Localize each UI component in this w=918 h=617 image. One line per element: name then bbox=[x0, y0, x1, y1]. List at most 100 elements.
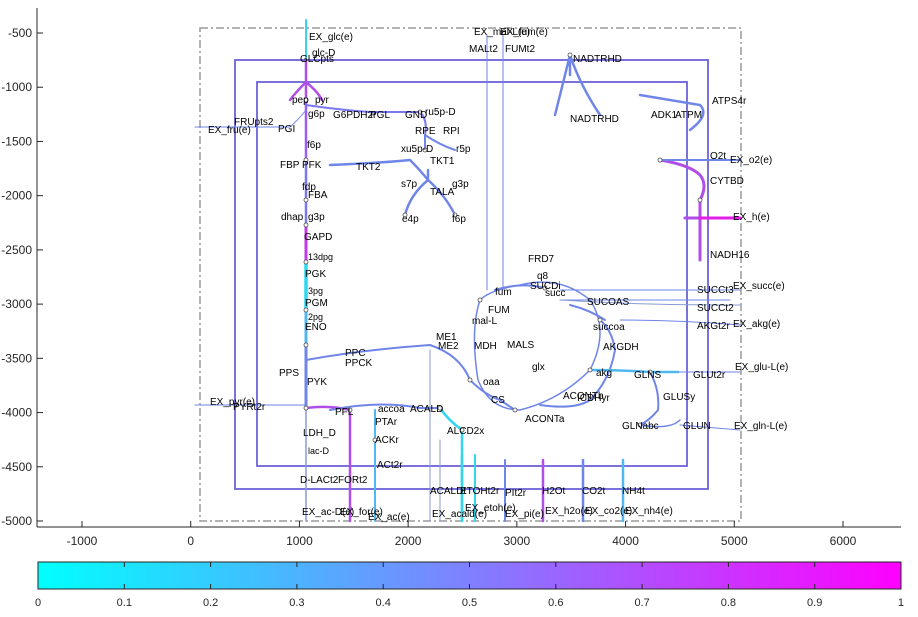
edge-rpe-rpi bbox=[424, 134, 456, 151]
colorbar-tick-label: 0.5 bbox=[462, 597, 477, 609]
edge-frd7 bbox=[494, 284, 546, 291]
x-tick-label: 4000 bbox=[612, 534, 639, 548]
label-fum-met: fum bbox=[495, 287, 512, 298]
label-nadh16: NADH16 bbox=[710, 250, 750, 261]
y-axis: -500 -1000 -1500 -2000 -2500 -3000 -3500 -4000 -… bbox=[1, 8, 43, 528]
label-acaldt: ACALDt bbox=[430, 486, 466, 497]
label-3pg: 3pg bbox=[308, 286, 323, 296]
label-fba: FBA bbox=[308, 190, 328, 201]
label-ppck: PPCK bbox=[345, 358, 373, 369]
y-tick-label: -1000 bbox=[1, 80, 32, 94]
label-ex-h2o: EX_h2o(e) bbox=[545, 506, 593, 517]
label-g6p: g6p bbox=[308, 109, 325, 120]
label-mal: mal-L bbox=[472, 316, 497, 327]
compartment-periplasm bbox=[234, 59, 709, 490]
edge-succ-exchange bbox=[559, 289, 741, 301]
label-pit2r: PIt2r bbox=[505, 488, 527, 499]
label-s7p: s7p bbox=[401, 179, 418, 190]
label-pyr-top: pyr bbox=[315, 95, 330, 106]
label-succt3: SUCCt3 bbox=[697, 285, 734, 296]
label-pep-top: pep bbox=[292, 95, 309, 106]
x-tick-label: 2000 bbox=[395, 534, 422, 548]
label-mdh: MDH bbox=[474, 341, 497, 352]
label-ex-pi: EX_pi(e) bbox=[505, 509, 544, 520]
edge-glusy bbox=[639, 419, 681, 428]
y-tick-label: -1500 bbox=[1, 134, 32, 148]
label-fort2: FORt2 bbox=[338, 475, 368, 486]
edge-cytbd bbox=[658, 158, 706, 202]
label-eno: ENO bbox=[305, 322, 327, 333]
label-glcpts: GLCpts bbox=[300, 54, 334, 65]
label-tkt2: TKT2 bbox=[356, 162, 381, 173]
label-2pg: 2pg bbox=[308, 312, 323, 322]
edge-glns bbox=[639, 371, 660, 426]
x-tick-label: 6000 bbox=[830, 534, 857, 548]
label-nadtrhd: NADTRHD bbox=[570, 114, 619, 125]
edge-icdh bbox=[539, 399, 591, 408]
colorbar-tick-label: 0.2 bbox=[203, 597, 218, 609]
label-glns: GLUSy bbox=[663, 392, 695, 403]
label-me1: ME1 bbox=[436, 332, 457, 343]
label-gnd: GND bbox=[405, 110, 427, 121]
edge-atps4r bbox=[638, 93, 705, 132]
label-ex-gln: EX_gln-L(e) bbox=[734, 421, 787, 432]
label-f6p: f6p bbox=[307, 140, 321, 151]
x-tick-label: -1000 bbox=[67, 534, 98, 548]
label-succ: succ bbox=[545, 288, 566, 299]
label-succt2: SUCCt2 bbox=[697, 303, 734, 314]
label-ptar: PTAr bbox=[375, 417, 398, 428]
label-fumt2: FUMt2 bbox=[505, 44, 535, 55]
x-tick-label: 0 bbox=[187, 534, 194, 548]
edge-cross-mid bbox=[559, 299, 741, 306]
label-cs: CS bbox=[491, 395, 505, 406]
y-tick-group: -500 -1000 -1500 -2000 -2500 -3000 -3500 -4000 -… bbox=[1, 26, 43, 528]
label-dhap: dhap bbox=[281, 212, 304, 223]
label-sucdi: SUCDi bbox=[530, 281, 561, 292]
colorbar-tick-label: 0 bbox=[35, 597, 41, 609]
edge-akg-exchange bbox=[619, 319, 741, 326]
label-frupts2: FRUpts2 bbox=[234, 117, 274, 128]
edge-akgdh bbox=[589, 319, 617, 401]
compartment-extracellular bbox=[199, 27, 742, 522]
label-glnabc: GLUN bbox=[683, 421, 711, 432]
label-ex-succ: EX_succ(e) bbox=[733, 281, 785, 292]
label-ex-glc: EX_glc(e) bbox=[309, 32, 353, 43]
label-pgi: PGI bbox=[278, 124, 295, 135]
label-akg: akg bbox=[596, 368, 612, 379]
edge-sucoas bbox=[569, 304, 606, 321]
colorbar: 0 0.1 0.2 0.3 0.4 0.5 0.6 0.7 0.8 0.9 1 bbox=[35, 561, 904, 609]
y-tick-label: -3000 bbox=[1, 297, 32, 311]
label-ppc: PPC bbox=[345, 348, 366, 359]
label-glusy: GLNabc bbox=[622, 421, 659, 432]
x-tick-label: 5000 bbox=[721, 534, 748, 548]
edge-gln-exchange bbox=[679, 424, 741, 431]
axes-background bbox=[37, 8, 901, 527]
label-tala: TALA bbox=[430, 187, 455, 198]
label-ex-nh4: EX_nh4(e) bbox=[625, 506, 673, 517]
label-gludy: GLNS bbox=[634, 370, 662, 381]
edge-ppc bbox=[305, 343, 471, 381]
label-ex-co2: EX_co2(e) bbox=[585, 506, 632, 517]
label-acont: ACONTa bbox=[525, 414, 565, 425]
label-malt2: MALt2 bbox=[469, 44, 498, 55]
label-mals: MALS bbox=[507, 340, 535, 351]
label-rpe: RPE bbox=[415, 126, 436, 137]
label-ex-ac-d: EX_ac-D(e) bbox=[302, 507, 354, 518]
x-tick-label: 1000 bbox=[286, 534, 313, 548]
label-tkt1: TKT1 bbox=[430, 156, 455, 167]
label-icdhyr: ICDHyr bbox=[577, 393, 610, 404]
label-pgk: PGK bbox=[305, 269, 326, 280]
label-13dpg: 13dpg bbox=[308, 252, 333, 262]
x-tick-label: 3000 bbox=[504, 534, 531, 548]
x-tick-group: -1000 0 1000 2000 3000 4000 5000 6000 bbox=[67, 521, 857, 548]
label-oaa: oaa bbox=[483, 377, 500, 388]
y-tick-label: -4500 bbox=[1, 460, 32, 474]
label-adk1: ADK1 bbox=[651, 110, 678, 121]
label-ex-h: EX_h(e) bbox=[733, 212, 770, 223]
label-ex-o2: EX_o2(e) bbox=[730, 155, 772, 166]
label-cytbd: CYTBD bbox=[710, 176, 744, 187]
colorbar-tick-label: 1 bbox=[898, 597, 904, 609]
edge-glcpts bbox=[288, 58, 324, 102]
label-frd7: FRD7 bbox=[528, 254, 555, 265]
edge-ex-fru bbox=[194, 109, 307, 128]
